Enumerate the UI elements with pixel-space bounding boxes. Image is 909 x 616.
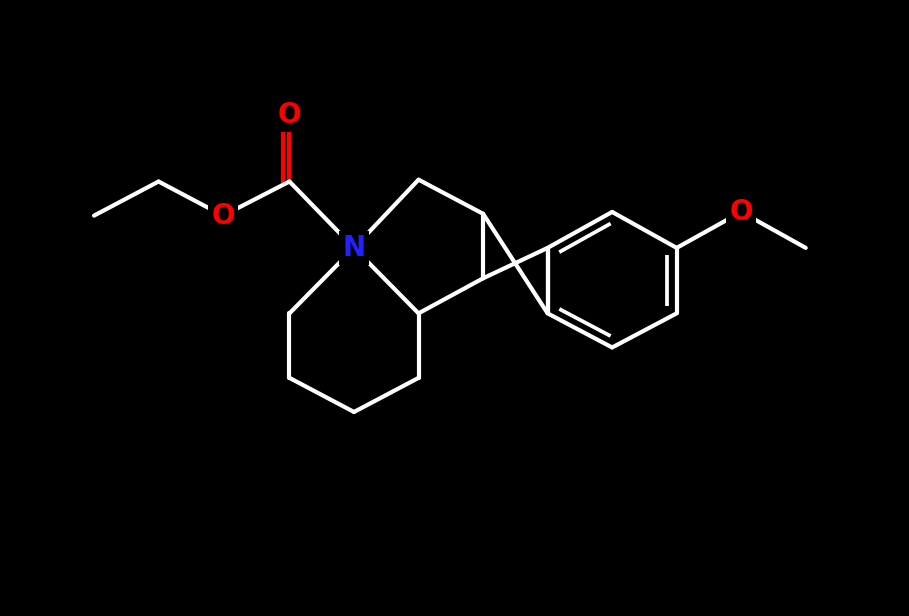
- Text: O: O: [729, 198, 753, 226]
- Text: O: O: [278, 101, 301, 129]
- Text: N: N: [343, 234, 365, 262]
- Text: O: O: [212, 201, 235, 230]
